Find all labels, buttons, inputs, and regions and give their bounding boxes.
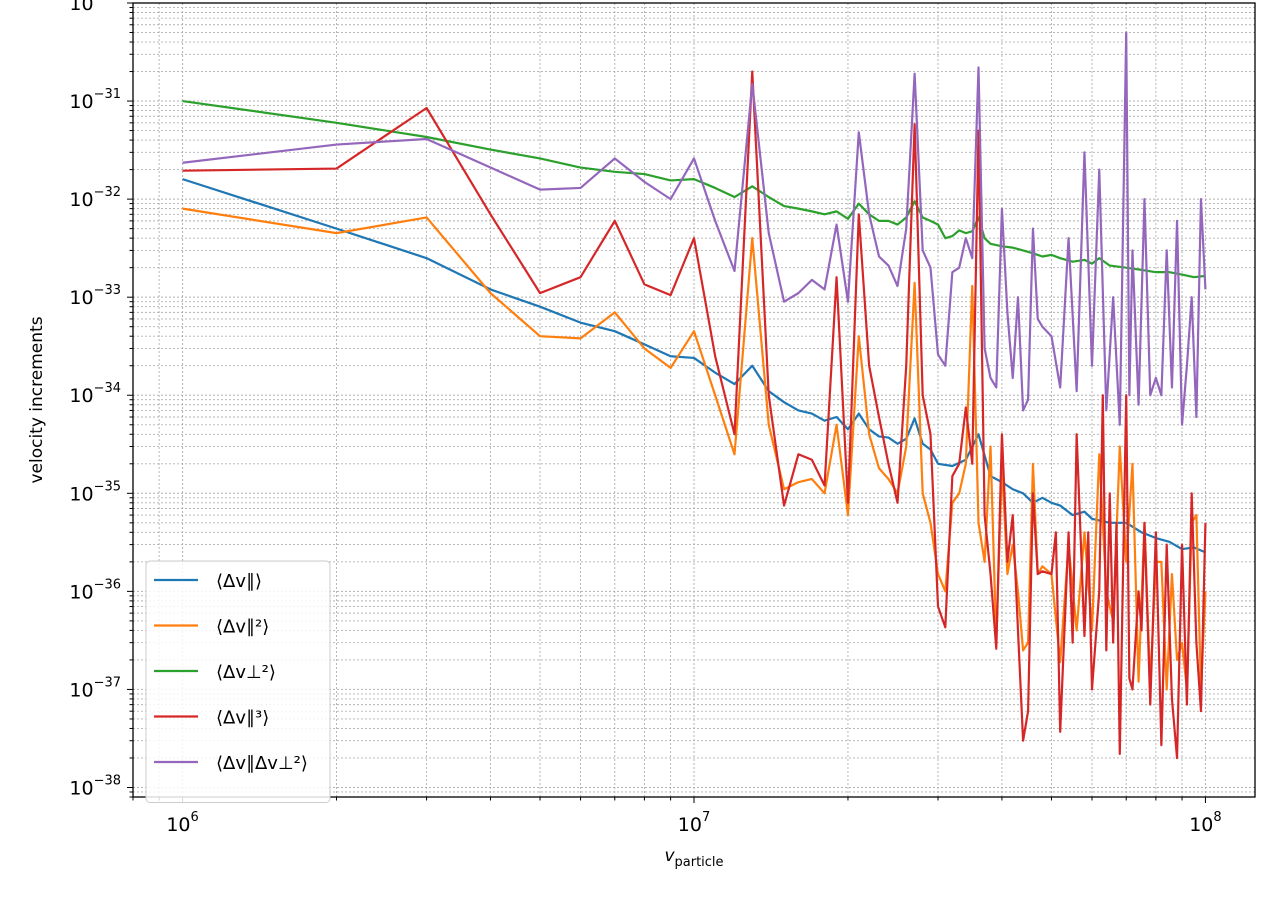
x-tick-label: 106: [166, 810, 198, 836]
axis-ticks: 106 107 10810−3810−3710−3610−3510−3410−331…: [69, 0, 1221, 836]
y-tick-base: 10: [69, 189, 93, 211]
legend-label-5: ⟨Δv∥Δv⊥²⟩: [216, 753, 308, 774]
y-tick-exponent: −32: [94, 185, 121, 200]
series-lines: [182, 31, 1207, 760]
y-tick-label: 10−32: [69, 185, 121, 211]
x-tick-base: 10: [166, 814, 190, 836]
y-tick-exponent: −30: [94, 0, 121, 4]
y-tick-exponent: −34: [94, 381, 121, 396]
series-line-1: [182, 178, 1206, 554]
y-tick-base: 10: [69, 679, 93, 701]
series-line-5: [182, 31, 1207, 426]
y-tick-exponent: −35: [94, 479, 121, 494]
y-axis-label: velocity increments: [27, 316, 47, 483]
y-tick-label: 10−31: [69, 87, 121, 113]
x-tick-exponent: 8: [1213, 810, 1221, 825]
x-tick-exponent: 6: [191, 810, 199, 825]
legend-label-3: ⟨Δv⊥²⟩: [216, 662, 276, 683]
y-tick-base: 10: [69, 385, 93, 407]
y-tick-label: 10−38: [69, 773, 121, 799]
y-tick-label: 10−34: [69, 381, 121, 407]
legend-label-1: ⟨Δv∥⟩: [216, 571, 262, 592]
x-axis-label-sub: particle: [675, 855, 724, 870]
y-tick-base: 10: [69, 91, 93, 113]
y-tick-base: 10: [69, 581, 93, 603]
x-tick-label: 108: [1189, 810, 1221, 836]
y-tick-label: 10−33: [69, 283, 121, 309]
x-tick-exponent: 7: [702, 810, 710, 825]
svg-text:vparticle: vparticle: [664, 846, 723, 870]
y-tick-label: 10−36: [69, 577, 121, 603]
y-tick-label: 10−30: [69, 0, 121, 15]
legend-label-4: ⟨Δv∥³⟩: [216, 708, 269, 729]
y-tick-base: 10: [69, 483, 93, 505]
x-tick-label: 107: [678, 810, 710, 836]
legend-box: [145, 560, 331, 803]
legend-label-2: ⟨Δv∥²⟩: [216, 617, 269, 638]
y-tick-base: 10: [69, 0, 93, 15]
y-tick-label: 10−37: [69, 675, 121, 701]
y-tick-exponent: −33: [94, 283, 121, 298]
y-tick-label: 10−35: [69, 479, 121, 505]
y-tick-exponent: −38: [94, 773, 121, 788]
x-axis-label-main: v: [664, 846, 675, 866]
series-line-4: [182, 70, 1207, 760]
y-tick-base: 10: [69, 777, 93, 799]
y-tick-exponent: −37: [94, 675, 121, 690]
x-tick-base: 10: [1189, 814, 1213, 836]
y-tick-base: 10: [69, 287, 93, 309]
y-tick-exponent: −36: [94, 577, 121, 592]
legend: ⟨Δv∥⟩ ⟨Δv∥²⟩ ⟨Δv⊥²⟩ ⟨Δv∥³⟩ ⟨Δv∥Δv⊥²⟩: [145, 560, 331, 803]
y-tick-exponent: −31: [94, 87, 121, 102]
x-tick-base: 10: [678, 814, 702, 836]
x-axis-label: vparticle: [664, 846, 723, 870]
